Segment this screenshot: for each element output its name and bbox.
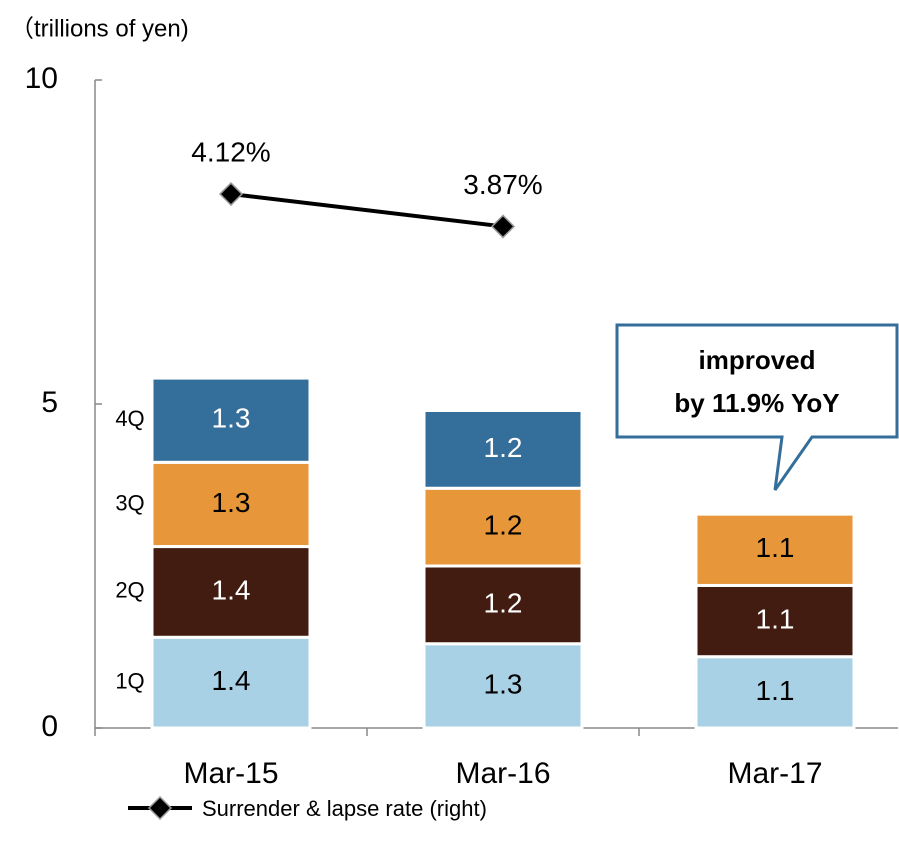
callout-box [615,323,899,491]
bar-segment [422,408,584,490]
y-tick-label: 0 [41,710,58,743]
data-label: 1.2 [484,510,523,541]
series-label: 3Q [115,490,144,515]
bar-segment [422,564,584,646]
series-label: 4Q [115,406,144,431]
bar-segment [694,512,856,587]
annotation: by 11.9% YoY [674,388,839,418]
bar-segment [150,376,312,464]
data-label: 1.1 [756,603,795,634]
line-marker [218,181,244,207]
data-label: 1.2 [484,587,523,618]
bar-segment [422,642,584,730]
x-tick-label: Mar-15 [183,757,278,790]
bar-segment [150,460,312,549]
line-label: 4.12% [191,136,270,167]
bar-segment [422,486,584,568]
y-tick-label: 5 [41,386,58,419]
legend-marker [147,795,173,821]
data-label: 1.1 [756,532,795,563]
line [230,192,504,229]
bar-segment [694,583,856,659]
data-label: 1.4 [212,574,251,605]
line-marker [490,214,516,239]
data-label: 1.4 [212,665,251,696]
unit-label: （trillions of yen) [10,15,189,42]
legend-label: Surrender & lapse rate (right) [202,796,487,821]
annotation: improved [698,345,815,375]
data-label: 1.1 [756,675,795,706]
bar-segment [694,655,856,730]
line-label: 3.87% [463,169,542,200]
y-tick-label: 10 [25,62,58,95]
data-label: 1.3 [212,403,251,434]
x-tick-label: Mar-16 [455,757,550,790]
data-label: 1.2 [484,432,523,463]
x-tick-label: Mar-17 [727,757,822,790]
series-label: 2Q [115,578,144,603]
series-label: 1Q [115,668,144,693]
data-label: 1.3 [484,668,523,699]
data-label: 1.3 [212,487,251,518]
